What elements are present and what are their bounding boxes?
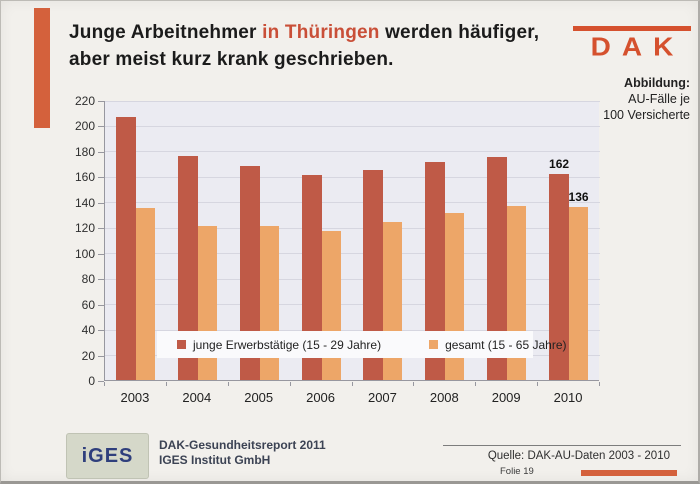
bar-junge-2004 <box>177 156 198 380</box>
y-tick-0 <box>98 381 104 382</box>
bar-junge-2006 <box>301 175 322 380</box>
legend-swatch-icon <box>177 340 186 349</box>
legend-label: junge Erwerbstätige (15 - 29 Jahre) <box>193 337 382 352</box>
figure-note-line1: AU-Fälle je <box>628 92 690 106</box>
source-text: Quelle: DAK-AU-Daten 2003 - 2010 <box>487 450 670 462</box>
figure-note-label: Abbildung: <box>624 76 690 90</box>
y-tick-label-100: 100 <box>74 246 95 261</box>
x-tick-3 <box>289 382 291 386</box>
x-tick-4 <box>351 382 353 386</box>
y-tick-label-0: 0 <box>88 374 95 388</box>
chart-legend: junge Erwerbstätige (15 - 29 Jahre) gesam… <box>157 331 567 358</box>
x-tick-5 <box>413 382 415 386</box>
y-tick-label-80: 80 <box>81 272 95 287</box>
title-highlight: in Thüringen <box>262 22 380 43</box>
dak-logo-bar <box>573 26 691 31</box>
y-tick-160 <box>98 177 104 179</box>
x-label-2008: 2008 <box>429 390 459 405</box>
bar-junge-2003 <box>115 116 136 380</box>
accent-bar <box>34 8 50 128</box>
dak-logo-text: DAK <box>590 32 685 61</box>
x-tick-8 <box>599 382 600 386</box>
x-label-2004: 2004 <box>182 390 212 405</box>
bar-label-junge-2010: 162 <box>549 156 570 171</box>
y-tick-100 <box>98 253 104 255</box>
x-tick-1 <box>165 382 167 386</box>
bar-gesamt-2010 <box>569 206 589 380</box>
y-tick-220 <box>98 101 104 102</box>
bar-label-gesamt-2010: 136 <box>568 189 589 204</box>
x-label-2009: 2009 <box>491 390 521 405</box>
legend-label: gesamt (15 - 65 Jahre) <box>445 337 567 352</box>
gridline-y-80 <box>105 278 600 280</box>
y-tick-20 <box>98 355 104 357</box>
x-label-2005: 2005 <box>244 390 274 405</box>
title-line2: aber meist kurz krank geschrieben. <box>69 49 394 70</box>
source-divider <box>443 445 681 446</box>
y-tick-label-140: 140 <box>74 195 95 210</box>
x-tick-7 <box>537 382 539 386</box>
x-label-2003: 2003 <box>120 390 150 405</box>
y-tick-80 <box>98 279 104 281</box>
slide-number-bar <box>581 470 677 476</box>
dak-logo: DAK <box>573 26 691 60</box>
bar-junge-2007 <box>363 170 384 380</box>
y-tick-label-20: 20 <box>81 348 95 363</box>
gridline-y-60 <box>105 304 600 306</box>
title-post: werden häufiger, <box>385 22 540 43</box>
iges-logo-text: iGES <box>81 444 134 467</box>
legend-entry-junge: junge Erwerbstätige (15 - 29 Jahre) <box>177 338 381 352</box>
slide-number: Folie 19 <box>500 466 534 477</box>
y-tick-200 <box>98 126 104 128</box>
gridline-y-180 <box>105 151 600 153</box>
bar-junge-2009 <box>487 157 508 380</box>
y-tick-label-60: 60 <box>81 297 95 312</box>
page-title: Junge Arbeitnehmer in Thüringen werden h… <box>69 19 579 73</box>
y-tick-180 <box>98 151 104 153</box>
gridline-y-160 <box>105 176 600 178</box>
gridline-y-220 <box>105 100 600 102</box>
y-tick-label-200: 200 <box>74 119 95 134</box>
y-tick-label-180: 180 <box>74 144 95 159</box>
x-label-2010: 2010 <box>553 390 583 405</box>
y-tick-label-220: 220 <box>74 94 95 108</box>
report-line2: IGES Institut GmbH <box>159 453 271 467</box>
y-tick-120 <box>98 228 104 230</box>
gridline-y-100 <box>105 253 600 255</box>
bar-junge-2008 <box>425 162 446 380</box>
x-tick-6 <box>475 382 477 386</box>
legend-swatch-icon <box>429 340 439 349</box>
iges-logo: iGES <box>66 433 149 479</box>
report-line1: DAK-Gesundheitsreport 2011 <box>159 438 326 452</box>
x-tick-0 <box>104 382 105 386</box>
figure-note-line2: 100 Versicherte <box>603 108 690 122</box>
y-tick-label-40: 40 <box>81 323 95 338</box>
figure-note: Abbildung: AU-Fälle je 100 Versicherte <box>603 75 690 123</box>
gridline-y-120 <box>105 227 600 229</box>
legend-entry-gesamt: gesamt (15 - 65 Jahre) <box>429 337 567 352</box>
title-pre: Junge Arbeitnehmer <box>69 22 257 43</box>
x-label-2006: 2006 <box>306 390 336 405</box>
bar-gesamt-2003 <box>135 208 155 380</box>
y-tick-label-120: 120 <box>74 221 95 236</box>
plot-area: junge Erwerbstätige (15 - 29 Jahre) gesam… <box>104 100 600 381</box>
bar-junge-2005 <box>239 166 260 380</box>
y-tick-label-160: 160 <box>74 170 95 185</box>
report-credit: DAK-Gesundheitsreport 2011 IGES Institut… <box>159 438 326 468</box>
gridline-y-140 <box>105 202 600 204</box>
x-tick-2 <box>227 382 229 386</box>
gridline-y-200 <box>105 125 600 127</box>
bar-junge-2010 <box>549 173 570 380</box>
y-tick-40 <box>98 330 104 332</box>
x-label-2007: 2007 <box>367 390 397 405</box>
y-tick-140 <box>98 202 104 204</box>
y-tick-60 <box>98 304 104 306</box>
gridline-y-40 <box>105 329 600 331</box>
